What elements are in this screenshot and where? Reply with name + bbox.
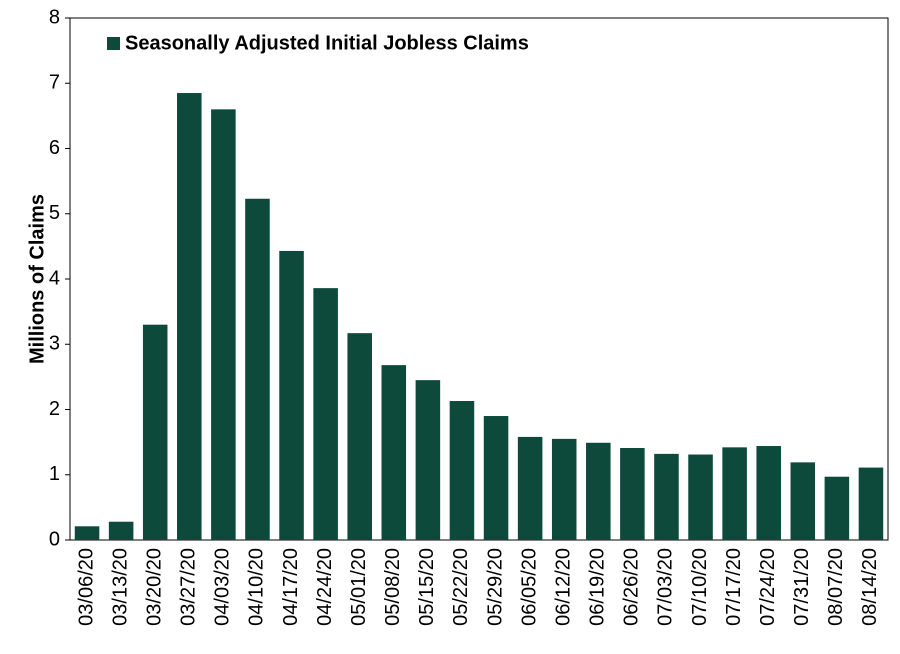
x-tick-label: 06/05/20 bbox=[518, 548, 540, 626]
bar bbox=[824, 476, 850, 540]
x-tick-label: 08/07/20 bbox=[825, 548, 847, 626]
x-tick-label: 03/13/20 bbox=[109, 548, 131, 626]
x-tick-label: 05/22/20 bbox=[450, 548, 472, 626]
bar bbox=[722, 447, 747, 540]
x-tick-label: 06/26/20 bbox=[621, 548, 643, 626]
bar bbox=[756, 446, 781, 540]
x-tick-label: 07/03/20 bbox=[655, 548, 677, 626]
bar bbox=[347, 333, 372, 540]
x-tick-label: 08/14/20 bbox=[859, 548, 881, 626]
y-tick-label: 7 bbox=[49, 72, 60, 94]
bar bbox=[858, 467, 884, 540]
x-tick-label: 05/29/20 bbox=[484, 548, 506, 626]
y-tick-label: 1 bbox=[49, 463, 60, 485]
x-tick-label: 07/24/20 bbox=[757, 548, 779, 626]
y-tick-label: 6 bbox=[49, 137, 60, 159]
bar bbox=[142, 324, 168, 540]
bar bbox=[790, 462, 816, 540]
x-tick-label: 04/03/20 bbox=[212, 548, 234, 626]
legend-swatch bbox=[107, 37, 120, 50]
y-tick-label: 2 bbox=[49, 398, 60, 420]
bar bbox=[211, 109, 236, 540]
x-tick-label: 03/06/20 bbox=[75, 548, 97, 626]
x-tick-label: 06/19/20 bbox=[587, 548, 609, 626]
x-tick-label: 04/24/20 bbox=[314, 548, 336, 626]
legend-label: Seasonally Adjusted Initial Jobless Clai… bbox=[125, 32, 529, 54]
y-tick-label: 0 bbox=[49, 528, 60, 550]
x-tick-label: 03/20/20 bbox=[143, 548, 165, 626]
x-tick-label: 07/31/20 bbox=[791, 548, 813, 626]
bar bbox=[108, 521, 134, 540]
x-tick-label: 05/08/20 bbox=[382, 548, 404, 626]
y-tick-label: 3 bbox=[49, 333, 60, 355]
x-tick-label: 05/15/20 bbox=[416, 548, 438, 626]
bar bbox=[74, 526, 100, 540]
bar bbox=[449, 401, 475, 540]
bar bbox=[177, 93, 202, 540]
bar bbox=[313, 288, 338, 540]
y-tick-label: 5 bbox=[49, 202, 60, 224]
y-axis-label: Millions of Claims bbox=[26, 194, 48, 364]
bar bbox=[279, 250, 304, 540]
bar bbox=[381, 365, 407, 540]
x-tick-label: 04/17/20 bbox=[280, 548, 302, 626]
bar bbox=[483, 416, 509, 540]
bar bbox=[654, 453, 679, 540]
bar bbox=[551, 438, 577, 540]
bar bbox=[586, 442, 611, 540]
x-tick-label: 07/10/20 bbox=[689, 548, 711, 626]
y-tick-label: 4 bbox=[49, 267, 60, 289]
bar bbox=[517, 436, 543, 540]
bar bbox=[620, 447, 645, 540]
x-tick-label: 04/10/20 bbox=[246, 548, 268, 626]
bar bbox=[415, 380, 441, 540]
x-tick-label: 03/27/20 bbox=[178, 548, 200, 626]
bar bbox=[245, 198, 270, 540]
x-tick-label: 05/01/20 bbox=[348, 548, 370, 626]
x-tick-label: 06/12/20 bbox=[552, 548, 574, 626]
bar bbox=[688, 454, 713, 540]
x-tick-label: 07/17/20 bbox=[723, 548, 745, 626]
y-tick-label: 8 bbox=[49, 6, 60, 28]
